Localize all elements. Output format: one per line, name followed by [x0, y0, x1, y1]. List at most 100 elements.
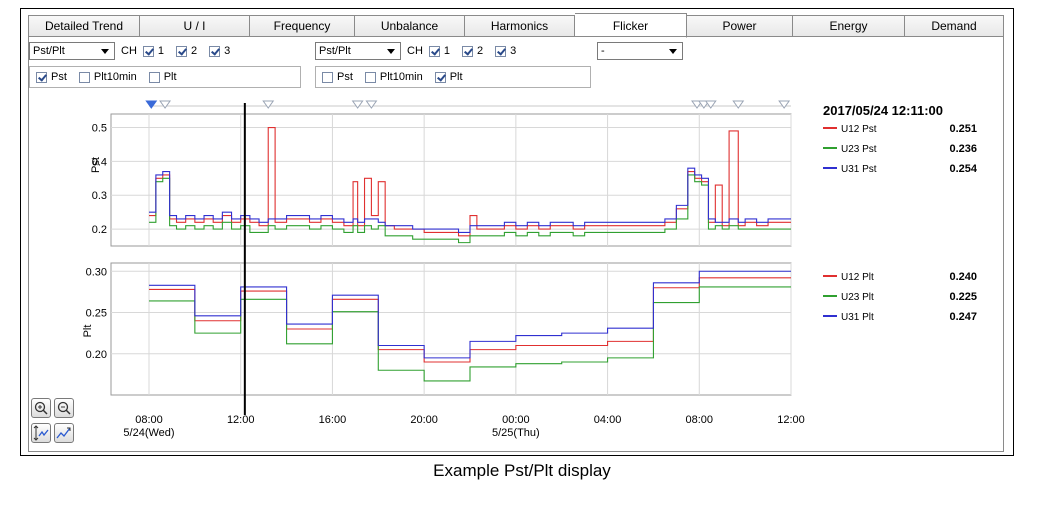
tab-unbalance[interactable]: Unbalance	[355, 15, 465, 37]
vertical-scale-button[interactable]	[31, 423, 51, 443]
right-ch3-checkbox[interactable]	[495, 45, 507, 57]
x-tick-4: 00:00	[502, 414, 530, 426]
left-pst-label: Pst	[51, 71, 67, 83]
x-tick-7: 12:00	[777, 414, 805, 426]
legend-value-plt-1: 0.225	[949, 291, 977, 303]
legend-value-pst-1: 0.236	[949, 143, 977, 155]
tab-detailed-trend[interactable]: Detailed Trend	[28, 15, 140, 37]
left-pst-checkbox[interactable]	[36, 71, 47, 83]
x-tick-1: 12:00	[227, 414, 255, 426]
y-tick-1-2: 0.30	[86, 266, 107, 278]
tab-u-i[interactable]: U / I	[140, 15, 250, 37]
left-ch-label: CH	[121, 45, 137, 57]
chevron-down-icon	[101, 49, 109, 54]
right-pst-label: Pst	[337, 71, 353, 83]
event-marker-icon[interactable]	[778, 100, 791, 109]
flicker-panel	[28, 36, 1004, 452]
app-window: Detailed Trend U / I Frequency Unbalance Har…	[20, 8, 1014, 456]
x-tick-2: 16:00	[319, 414, 347, 426]
x-tick-date-0: 5/24(Wed)	[123, 427, 174, 439]
legend-value-plt-2: 0.247	[949, 311, 977, 323]
right-pst-checkbox[interactable]	[322, 71, 333, 83]
vertical-scale-icon	[33, 425, 49, 441]
right-plt-checkbox[interactable]	[434, 71, 446, 83]
legend-name-pst-0: U12 Pst	[841, 124, 877, 135]
legend-name-pst-1: U23 Pst	[841, 144, 877, 155]
plt-y-axis-label: Plt	[82, 325, 94, 338]
tab-demand[interactable]: Demand	[905, 15, 1004, 37]
left-plt-label: Plt	[163, 71, 177, 83]
tab-power[interactable]: Power	[687, 15, 793, 37]
left-ch2-checkbox[interactable]	[176, 45, 188, 57]
y-tick-0-2: 0.4	[92, 156, 107, 168]
y-tick-1-1: 0.25	[86, 308, 107, 320]
pst-plot-area	[110, 113, 792, 247]
y-tick-labels: 0.2 0.3 0.4 0.5 0.20 0.25 0.30	[86, 123, 107, 361]
tab-flicker[interactable]: Flicker	[575, 13, 687, 38]
third-channel-select[interactable]: -	[597, 42, 683, 60]
y-tick-0-3: 0.5	[92, 123, 107, 135]
tab-frequency[interactable]: Frequency	[250, 15, 355, 37]
left-display-select[interactable]: Pst/Plt	[29, 42, 115, 60]
right-ch2-checkbox[interactable]	[462, 45, 474, 57]
series-u31-plt	[149, 270, 791, 359]
y-tick-0-1: 0.3	[92, 190, 107, 202]
figure-caption: Example Pst/Plt display	[433, 461, 611, 480]
event-marker-icon[interactable]	[697, 100, 710, 109]
tab-strip: Detailed Trend U / I Frequency Unbalance Har…	[28, 13, 1004, 38]
x-tick-5: 04:00	[594, 414, 622, 426]
right-ch1-checkbox[interactable]	[428, 45, 440, 57]
pst-y-axis-label: Pst	[90, 157, 102, 173]
right-plt-label: Plt	[449, 71, 463, 83]
zoom-in-button[interactable]	[31, 398, 51, 418]
tab-harmonics[interactable]: Harmonics	[465, 15, 575, 37]
right-display-select-value: Pst/Plt	[319, 45, 351, 57]
left-channel-controls: Pst/Plt CH 1 2 3	[29, 42, 230, 60]
x-tick-3: 20:00	[410, 414, 438, 426]
zoom-out-button[interactable]	[54, 398, 74, 418]
zoom-out-icon	[57, 401, 71, 415]
right-ch1-label: 1	[443, 45, 451, 57]
event-marker-icon[interactable]	[262, 100, 275, 109]
event-marker-icon[interactable]	[691, 100, 703, 109]
series-u12-pst	[149, 126, 791, 237]
event-marker-icon[interactable]	[732, 100, 745, 109]
legend-name-pst-2: U31 Pst	[841, 164, 877, 175]
right-ch2-label: 2	[477, 45, 484, 57]
left-plt10min-label: Plt10min	[93, 71, 137, 83]
event-marker-icon[interactable]	[159, 100, 172, 109]
x-tick-labels: 08:005/24(Wed)12:00 16:00 20:00 00:005/25(T…	[123, 414, 804, 439]
event-marker-icon[interactable]	[704, 100, 717, 109]
left-plt-checkbox[interactable]	[148, 71, 160, 83]
y-tick-0-0: 0.2	[92, 224, 107, 236]
right-display-select[interactable]: Pst/Plt	[315, 42, 401, 60]
auto-scale-icon	[56, 427, 71, 439]
event-marker-icon[interactable]	[365, 100, 378, 109]
left-plt10min-checkbox[interactable]	[78, 71, 90, 83]
left-ch3-checkbox[interactable]	[209, 45, 221, 57]
series-u31-pst	[149, 167, 791, 234]
right-plt10min-checkbox[interactable]	[364, 71, 376, 83]
event-marker-icon[interactable]	[145, 100, 158, 109]
right-ch-label: CH	[407, 45, 423, 57]
chevron-down-icon	[387, 49, 395, 54]
left-ch1-checkbox[interactable]	[142, 45, 154, 57]
x-tick-date-4: 5/25(Thu)	[492, 427, 540, 439]
zoom-in-icon	[34, 401, 48, 415]
right-ch3-label: 3	[510, 45, 517, 57]
legend-value-pst-0: 0.251	[949, 123, 977, 135]
legend-name-plt-2: U31 Plt	[841, 312, 874, 323]
legend-value-plt-0: 0.240	[949, 271, 977, 283]
readout-timestamp: 2017/05/24 12:11:00	[823, 103, 943, 118]
right-channel-controls: Pst/Plt CH 1 2 3	[315, 42, 516, 60]
left-display-select-value: Pst/Plt	[33, 45, 65, 57]
flicker-trend-chart[interactable]: 0.20.30.40.50.200.250.30 Pst Plt 08:005/…	[21, 93, 1013, 453]
left-options-group: Pst Plt10min Plt	[29, 66, 301, 88]
left-ch1-label: 1	[157, 45, 165, 57]
auto-scale-button[interactable]	[54, 423, 74, 443]
tab-energy[interactable]: Energy	[793, 15, 905, 37]
legend-name-plt-0: U12 Plt	[841, 272, 874, 283]
y-tick-1-0: 0.20	[86, 349, 107, 361]
event-markers	[145, 100, 791, 109]
event-marker-icon[interactable]	[351, 100, 364, 109]
